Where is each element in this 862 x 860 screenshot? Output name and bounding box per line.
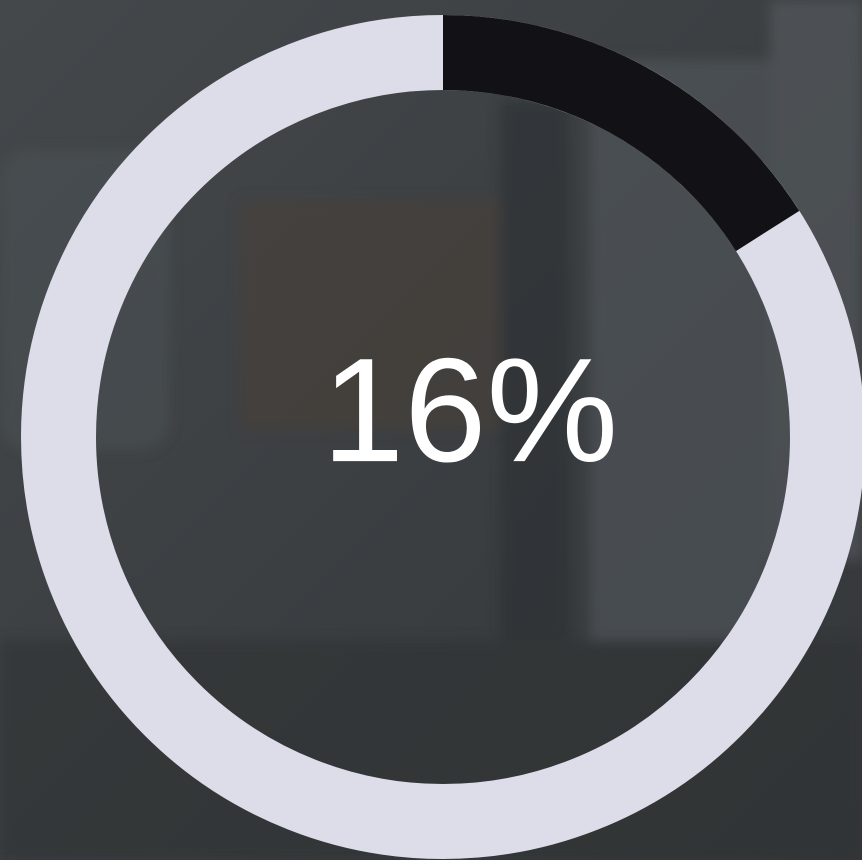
progress-label: 16% [322, 328, 618, 493]
progress-widget: 16% [0, 0, 862, 860]
